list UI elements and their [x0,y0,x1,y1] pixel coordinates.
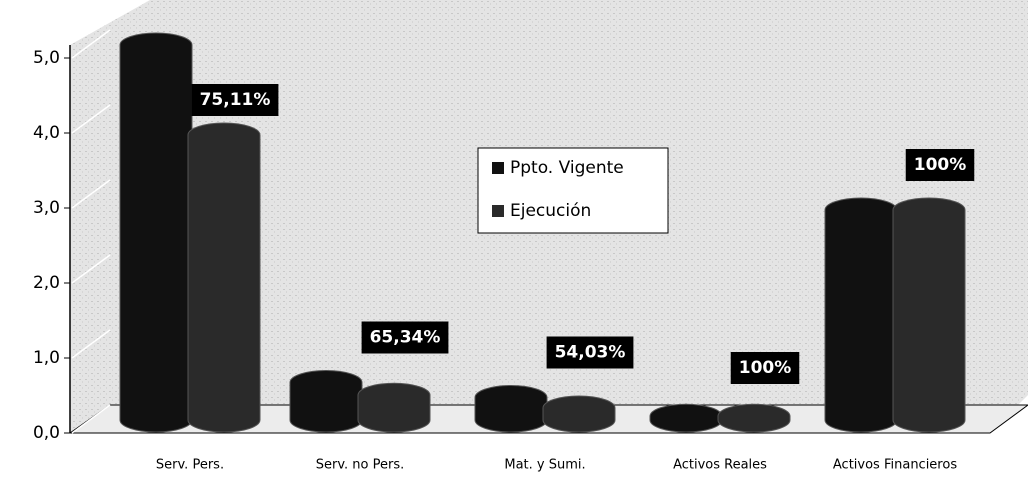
bar [187,122,261,433]
legend: Ppto. Vigente Ejecución [477,147,669,234]
x-tick-label: Serv. Pers. [156,458,224,473]
y-tick-label: 1,0 [33,348,60,368]
legend-swatch [492,162,504,174]
grid-line [71,29,111,59]
data-label-box [905,149,975,181]
data-label-box [546,336,634,369]
data-label: 54,03% [546,336,634,369]
grid-line [71,254,111,284]
y-tick-label: 5,0 [33,48,60,68]
grid-line [71,104,111,134]
bar [892,197,966,433]
legend-swatch [492,205,504,217]
data-label: 65,34% [361,321,449,354]
y-tick-label: 4,0 [33,123,60,143]
y-tick-label: 3,0 [33,198,60,218]
data-label: 100% [730,352,800,384]
bar [119,32,193,433]
data-label-box [730,352,800,384]
data-label-text: 100% [914,155,967,175]
x-tick-label: Activos Financieros [833,458,957,473]
bar [357,382,431,433]
bar [717,403,791,433]
x-tick-label: Activos Reales [673,458,767,473]
legend-label: Ppto. Vigente [510,158,624,178]
legend-box [477,147,669,234]
grid-line [71,404,111,434]
data-label: 75,11% [191,84,279,116]
data-label-box [361,321,449,354]
bar [474,385,548,433]
bar [824,197,898,433]
data-label-text: 65,34% [370,328,441,348]
grid-line [71,329,111,359]
data-label-text: 54,03% [555,343,626,363]
bar [649,403,723,433]
x-tick-label: Serv. no Pers. [316,458,405,473]
y-tick-label: 2,0 [33,273,60,293]
x-tick-label: Mat. y Sumi. [504,458,585,473]
grid-line [71,179,111,209]
data-label: 100% [905,149,975,181]
bar [289,370,363,433]
legend-label: Ejecución [510,201,591,221]
y-tick-label: 0,0 [33,423,60,443]
data-label-box [191,84,279,116]
bar [542,395,616,433]
data-label-text: 75,11% [200,90,271,110]
data-label-text: 100% [739,358,792,378]
